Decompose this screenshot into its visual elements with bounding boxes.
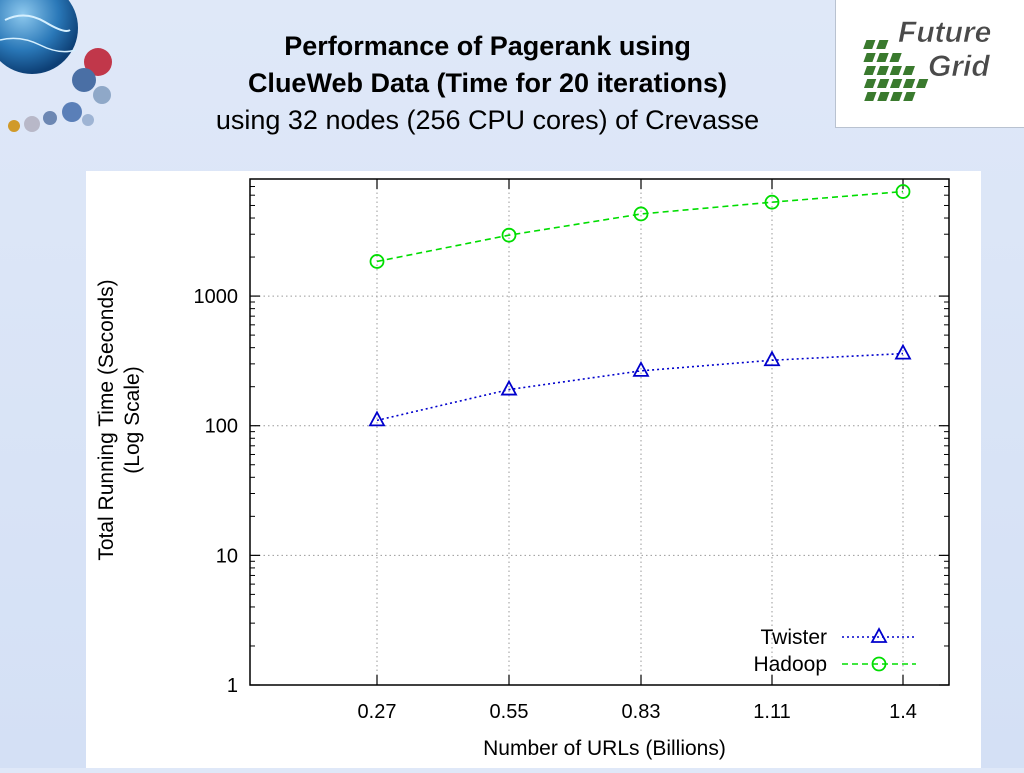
corner-decoration <box>0 0 112 132</box>
globe-icon <box>0 0 78 74</box>
x-tick-label: 0.83 <box>622 701 661 723</box>
circle-marker <box>501 227 517 243</box>
logo-text-grid: Grid <box>928 50 990 83</box>
legend-label: Hadoop <box>753 653 827 676</box>
series-line <box>376 190 904 263</box>
y-tick-label: 1000 <box>194 286 239 308</box>
slide-subtitle: using 32 nodes (256 CPU cores) of Crevas… <box>215 105 760 135</box>
y-tick-label: 100 <box>205 416 238 438</box>
series-twister <box>368 343 912 427</box>
futuregrid-logo-art: Future Grid <box>863 16 992 101</box>
triangle-marker <box>763 350 781 367</box>
circle-marker <box>633 206 649 222</box>
triangle-marker <box>894 343 912 360</box>
circle-marker <box>895 184 911 199</box>
y-axis-label: Total Running Time (Seconds) <box>95 279 118 560</box>
triangle-marker <box>368 410 386 427</box>
x-tick-label: 1.4 <box>889 701 917 723</box>
slide-title-line-1: Performance of Pagerank using <box>284 31 691 61</box>
x-tick-label: 1.11 <box>753 701 790 723</box>
chart-panel: 1 10 100 1000 0.27 0.55 0.83 1.11 1.4 Twister Had… <box>86 171 981 768</box>
x-tick-label: 0.27 <box>358 701 397 723</box>
x-axis-label: Number of URLs (Billions) <box>483 737 726 760</box>
circle-marker <box>871 656 887 672</box>
series-hadoop <box>369 184 911 269</box>
grid-lines <box>250 179 949 685</box>
series-line <box>376 352 904 422</box>
logo-text-future: Future <box>898 16 991 49</box>
y-axis-label-scale: (Log Scale) <box>121 366 144 473</box>
series-layer <box>368 184 912 427</box>
y-tick-label: 10 <box>216 545 238 567</box>
triangle-marker <box>500 379 518 396</box>
y-tick-label: 1 <box>227 675 238 697</box>
x-tick-label: 0.55 <box>490 701 529 723</box>
circle-marker <box>764 194 780 210</box>
triangle-marker <box>870 627 888 643</box>
plot-frame <box>249 178 950 686</box>
slide-title-block: Performance of Pagerank using ClueWeb Da… <box>130 28 845 139</box>
axis-ticks: 1 10 100 1000 0.27 0.55 0.83 1.11 1.4 <box>194 179 949 723</box>
futuregrid-logo: Future Grid <box>835 0 1024 128</box>
slide-title-line-2: ClueWeb Data (Time for 20 iterations) <box>247 68 728 98</box>
legend-label: Twister <box>760 626 827 649</box>
pagerank-chart: 1 10 100 1000 0.27 0.55 0.83 1.11 1.4 Twister Had… <box>95 178 950 760</box>
cell-image-icon <box>84 48 112 76</box>
triangle-marker <box>632 360 650 377</box>
legend: Twister Hadoop <box>753 626 916 676</box>
circle-marker <box>369 254 385 269</box>
